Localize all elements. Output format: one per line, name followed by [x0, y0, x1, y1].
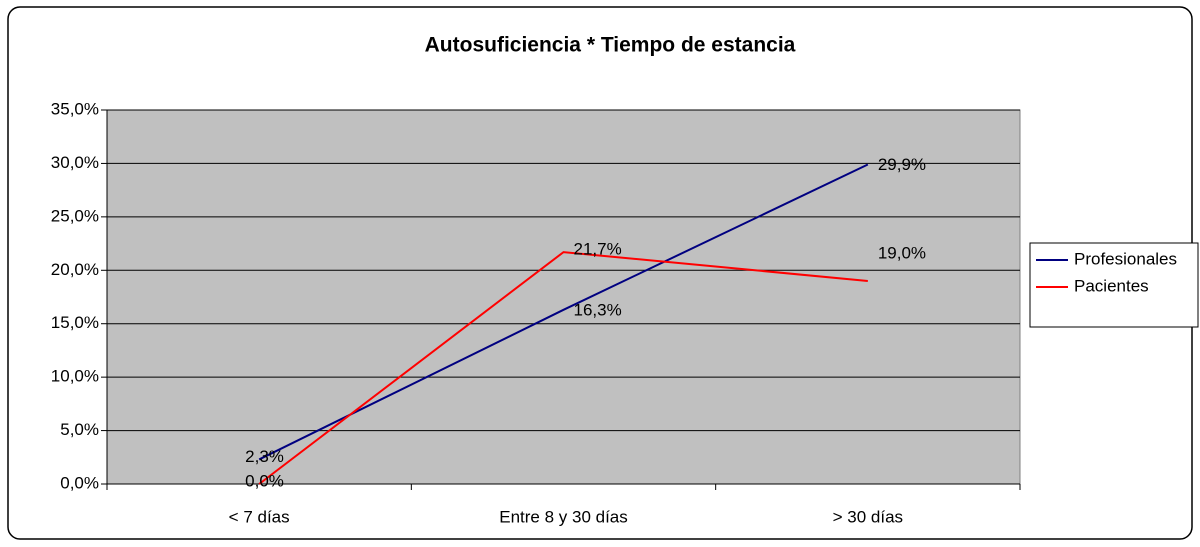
data-label: 0,0%	[245, 471, 284, 490]
y-tick-label: 20,0%	[51, 260, 99, 279]
y-tick-label: 0,0%	[60, 473, 99, 492]
x-tick-label: Entre 8 y 30 días	[499, 507, 628, 526]
data-label: 19,0%	[878, 243, 926, 262]
legend-box	[1029, 242, 1199, 328]
legend-label: Pacientes	[1074, 276, 1149, 295]
y-tick-label: 15,0%	[51, 313, 99, 332]
chart-title: Autosuficiencia * Tiempo de estancia	[425, 34, 796, 57]
data-label: 2,3%	[245, 447, 284, 466]
x-tick-label: < 7 días	[229, 507, 290, 526]
y-tick-label: 30,0%	[51, 153, 99, 172]
data-label: 16,3%	[574, 300, 622, 319]
y-tick-label: 25,0%	[51, 206, 99, 225]
y-tick-label: 5,0%	[60, 420, 99, 439]
y-tick-label: 10,0%	[51, 367, 99, 386]
data-label: 21,7%	[574, 240, 622, 259]
data-label: 29,9%	[878, 155, 926, 174]
x-tick-label: > 30 días	[833, 507, 903, 526]
legend-label: Profesionales	[1074, 249, 1177, 268]
series-line	[258, 251, 868, 485]
series-line	[258, 163, 869, 461]
y-tick-label: 35,0%	[51, 99, 99, 118]
